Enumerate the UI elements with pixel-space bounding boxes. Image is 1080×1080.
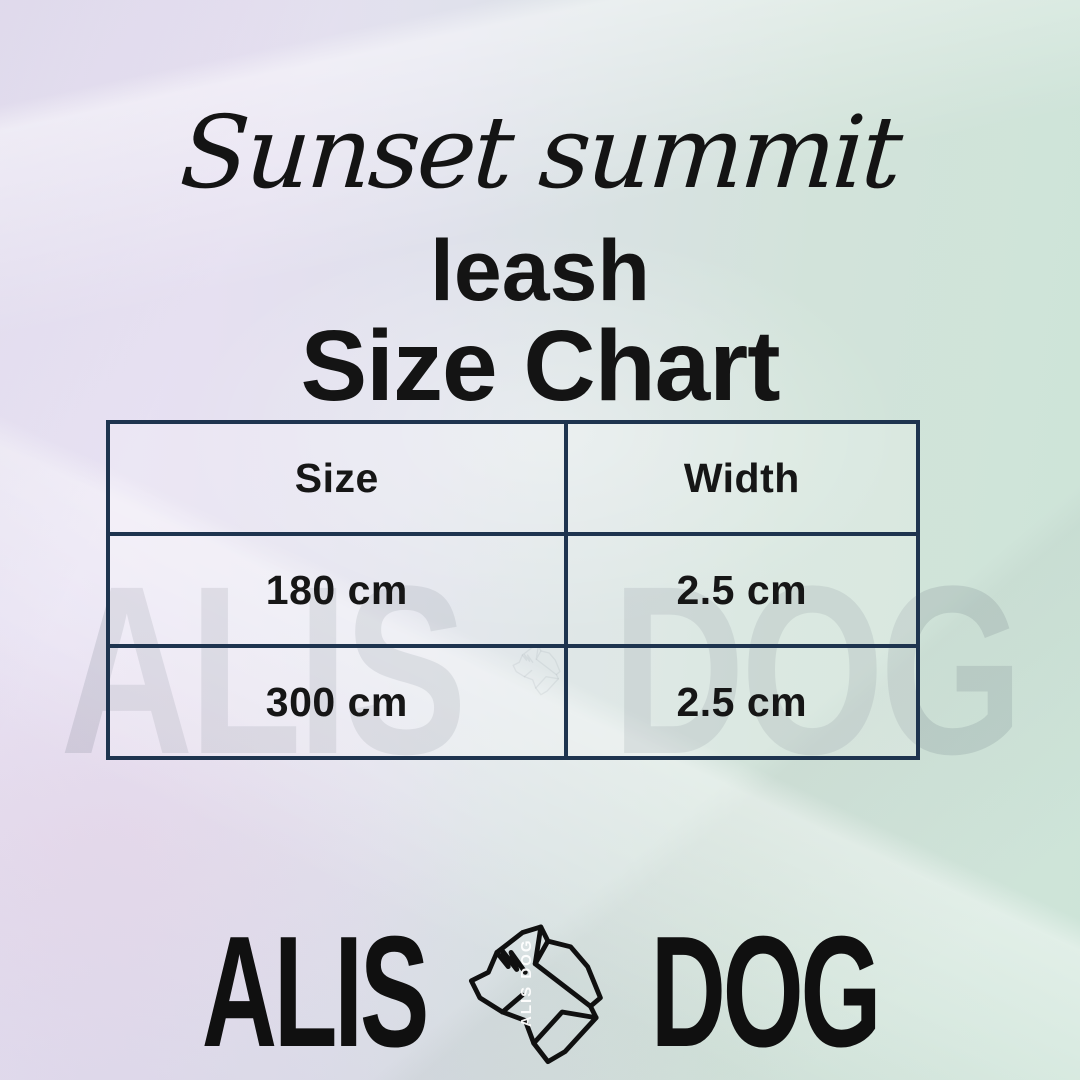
column-header-width: Width — [563, 420, 921, 536]
collection-title: Sunset summit — [176, 94, 904, 211]
width-cell: 2.5 cm — [563, 532, 921, 648]
table-row: 180 cm 2.5 cm — [106, 532, 921, 648]
size-cell: 300 cm — [106, 644, 568, 760]
brand-logo: ALIS ALIS DOG DOG — [0, 912, 1080, 1072]
logo-icon-vertical-text: ALIS DOG — [517, 938, 535, 1028]
page-title: Size Chart — [300, 310, 780, 422]
size-cell: 180 cm — [106, 532, 568, 648]
size-chart-table: Size Width 180 cm 2.5 cm 300 cm 2.5 cm — [106, 420, 921, 760]
logo-text-right: DOG — [650, 904, 881, 1080]
table-row: 300 cm 2.5 cm — [106, 644, 921, 760]
product-name: leash — [430, 223, 650, 319]
dog-head-icon: ALIS DOG — [460, 921, 616, 1069]
column-header-size: Size — [106, 420, 568, 536]
table-header-row: Size Width — [106, 420, 921, 536]
logo-text-left: ALIS — [201, 904, 429, 1080]
width-cell: 2.5 cm — [563, 644, 921, 760]
